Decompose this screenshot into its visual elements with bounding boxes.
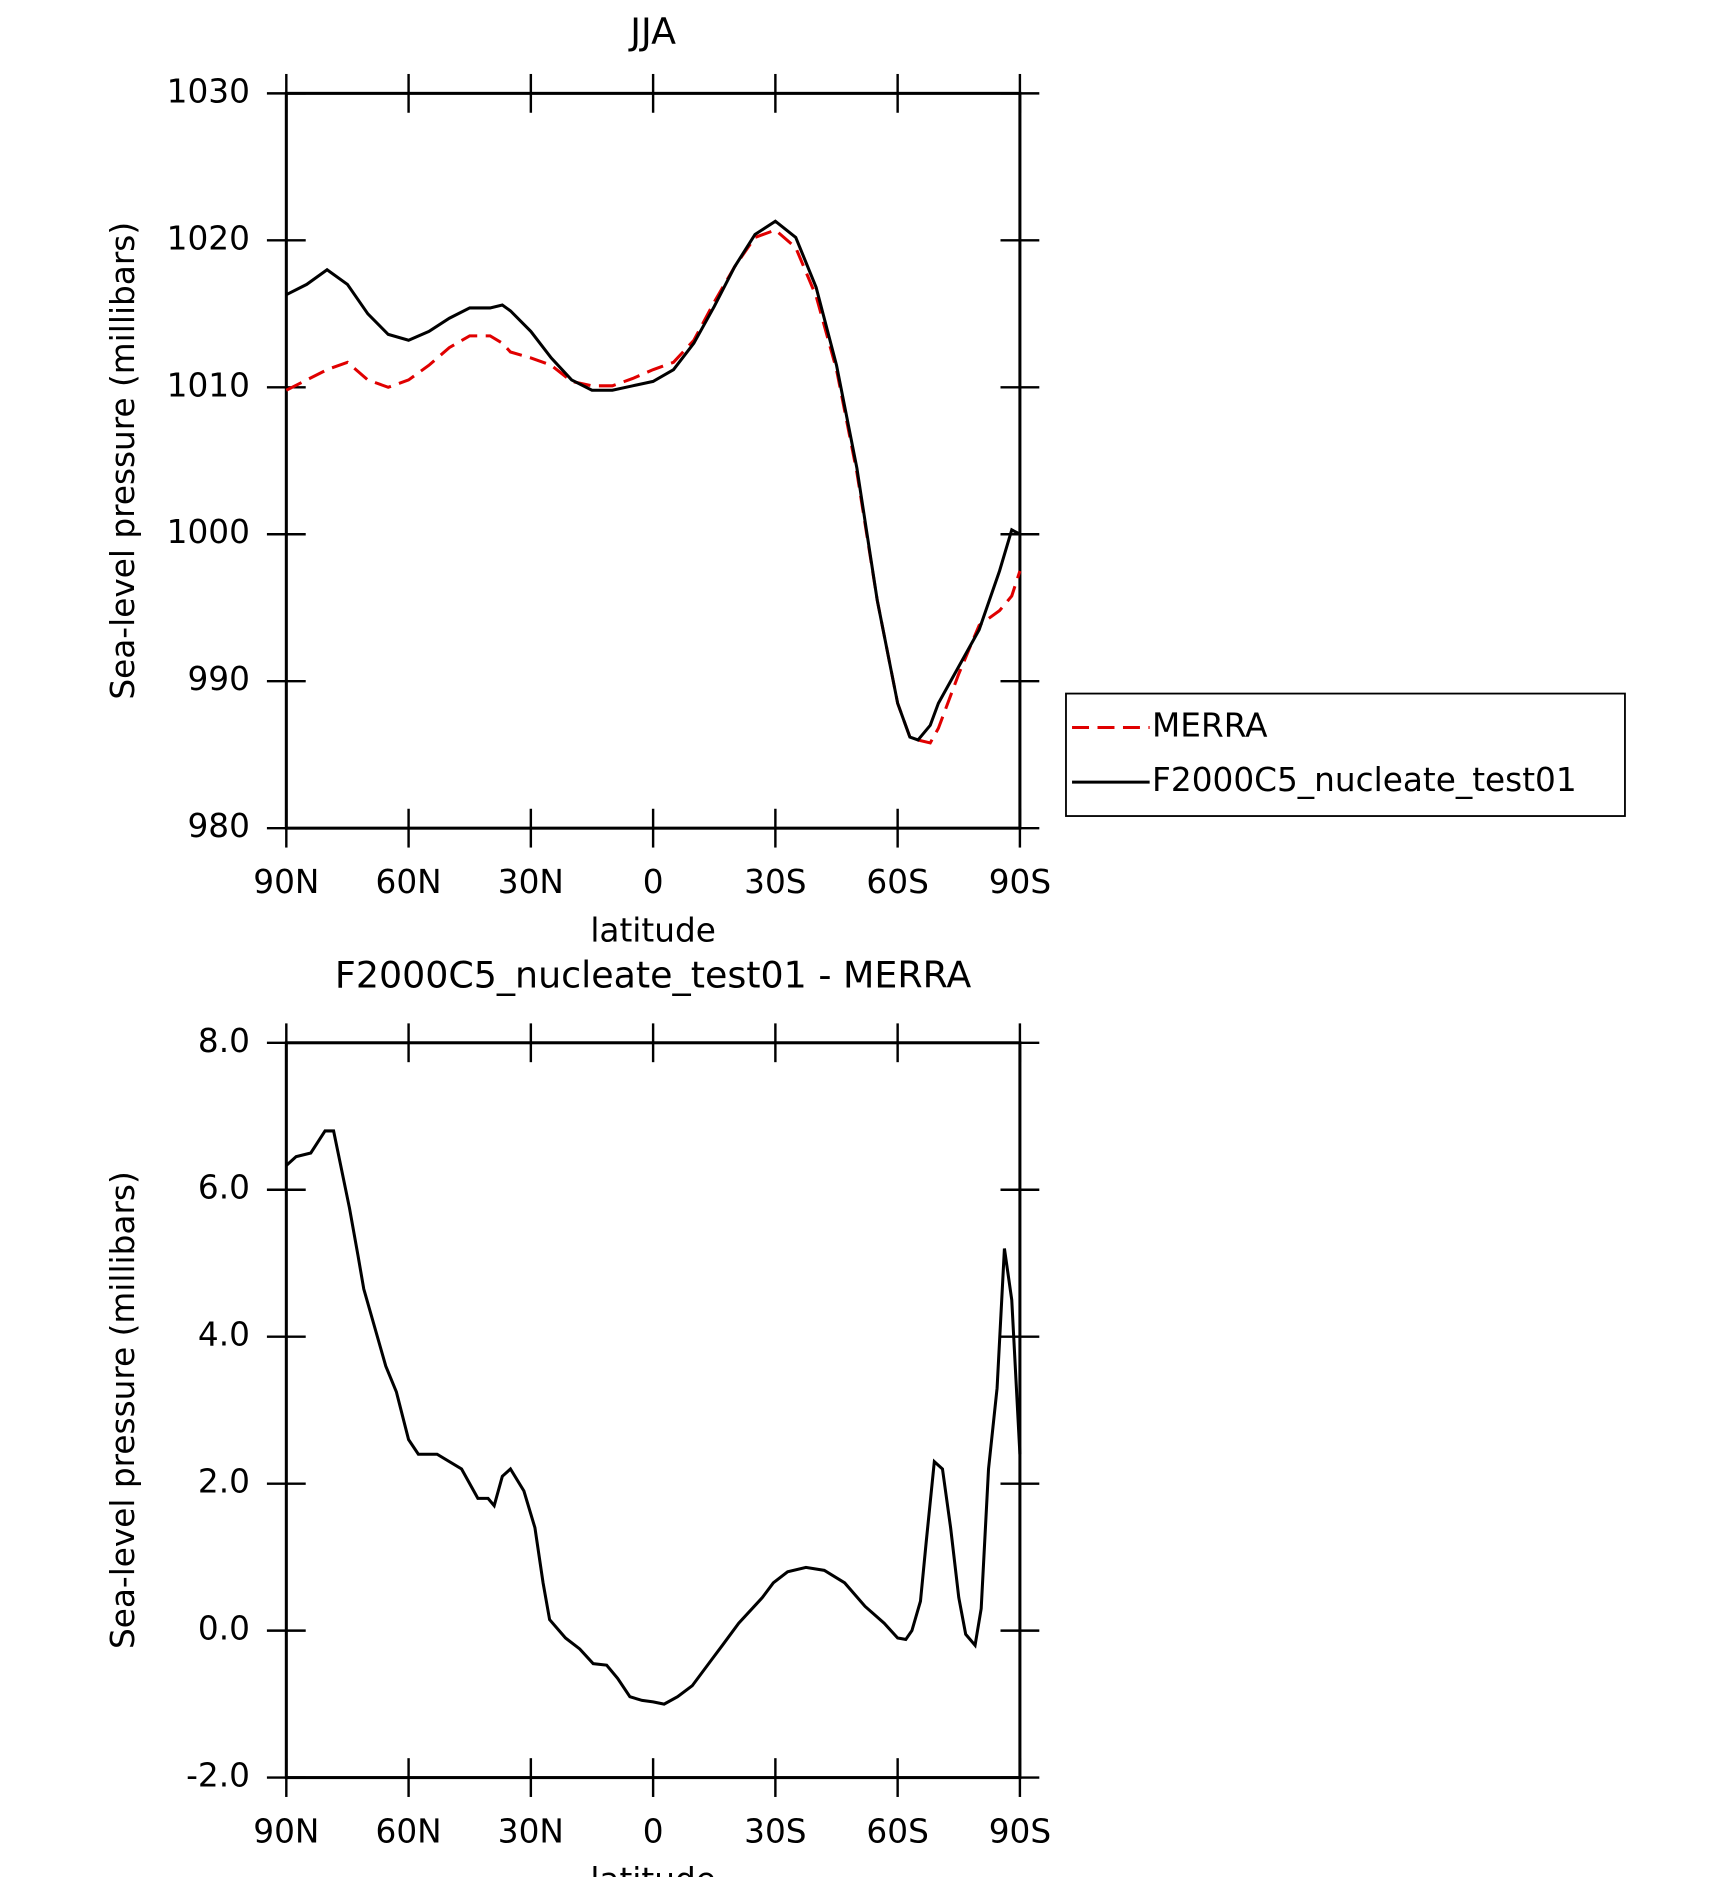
x-tick-label: 90S xyxy=(989,1812,1051,1850)
y-tick-label: -2.0 xyxy=(186,1757,250,1795)
x-tick-label: 60S xyxy=(866,863,928,901)
y-tick-label: 1000 xyxy=(167,513,250,551)
y-tick-label: 1030 xyxy=(167,72,250,110)
x-tick-label: 30N xyxy=(498,863,564,901)
x-axis-label: latitude xyxy=(590,1861,716,1877)
x-tick-label: 30N xyxy=(498,1812,564,1850)
x-tick-label: 60N xyxy=(376,863,442,901)
x-tick-label: 90N xyxy=(253,863,319,901)
y-tick-label: 8.0 xyxy=(198,1022,250,1060)
chart-title: JJA xyxy=(628,10,676,53)
x-tick-label: 60N xyxy=(376,1812,442,1850)
x-tick-label: 60S xyxy=(866,1812,928,1850)
y-tick-label: 1010 xyxy=(167,366,250,404)
series-line xyxy=(285,219,1021,742)
x-tick-label: 90S xyxy=(989,863,1051,901)
y-tick-label: 0.0 xyxy=(198,1610,250,1648)
y-tick-label: 980 xyxy=(187,807,249,845)
x-axis-label: latitude xyxy=(590,911,716,949)
series-line xyxy=(285,1129,1022,1706)
y-axis-label: Sea-level pressure (millibars) xyxy=(104,222,142,700)
x-tick-label: 0 xyxy=(643,863,664,901)
x-tick-label: 0 xyxy=(643,1812,664,1850)
y-tick-label: 2.0 xyxy=(198,1463,250,1501)
plot-frame xyxy=(284,1041,1022,1780)
chart-title: F2000C5_nucleate_test01 - MERRA xyxy=(335,953,972,996)
plot-frame xyxy=(284,91,1022,830)
legend-label: F2000C5_nucleate_test01 xyxy=(1152,761,1577,799)
y-tick-label: 990 xyxy=(187,660,249,698)
y-tick-label: 6.0 xyxy=(198,1169,250,1207)
y-tick-label: 4.0 xyxy=(198,1316,250,1354)
series-line xyxy=(285,228,1022,745)
y-tick-label: 1020 xyxy=(167,219,250,257)
legend-box xyxy=(1065,692,1626,817)
x-tick-label: 90N xyxy=(253,1812,319,1850)
y-axis-label: Sea-level pressure (millibars) xyxy=(104,1171,142,1649)
legend-label: MERRA xyxy=(1152,707,1268,745)
x-tick-label: 30S xyxy=(744,1812,806,1850)
x-tick-label: 30S xyxy=(744,863,806,901)
